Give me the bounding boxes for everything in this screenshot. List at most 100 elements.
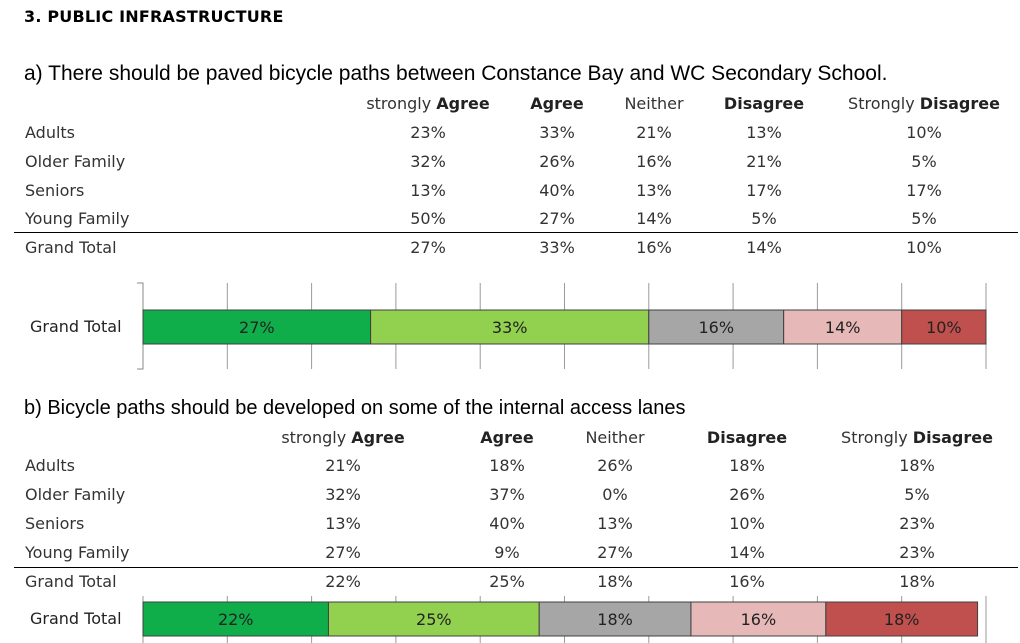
table-cell: 37%	[489, 485, 525, 504]
table-cell: 27%	[597, 543, 633, 562]
data-label: 16%	[698, 318, 734, 337]
data-label: 14%	[825, 318, 861, 337]
table-cell: 27%	[325, 543, 361, 562]
row-label: Grand Total	[25, 238, 117, 258]
table-cell: 13%	[325, 514, 361, 533]
bar-segment-disagree	[783, 309, 903, 345]
data-label: 18%	[597, 610, 633, 629]
stacked-bar-chart: 22% 25% 18% 16% 18%	[142, 596, 987, 643]
table-header: strongly Agree Agree Neither Disagree Strong…	[0, 428, 1020, 450]
table-row: Young Family 50% 27% 14% 5% 5%	[0, 209, 1020, 237]
table-cell: 27%	[539, 209, 575, 229]
column-header-bold: Disagree	[706, 428, 788, 447]
column-header-bold: Agree	[436, 94, 490, 113]
column-header: Strongly Disagree	[841, 428, 993, 447]
table-cell: 18%	[597, 572, 633, 591]
table-cell: 0%	[602, 485, 628, 504]
chart-category-label: Grand Total	[30, 609, 122, 628]
table-cell: 16%	[729, 572, 765, 591]
bar-segment-strongly-disagree	[901, 309, 987, 345]
table-cell: 9%	[494, 543, 520, 562]
row-label: Older Family	[25, 485, 126, 504]
table-row: Seniors 13% 40% 13% 17% 17%	[0, 181, 1020, 209]
table-cell: 13%	[746, 123, 782, 142]
column-header-prefix: Strongly	[841, 428, 913, 447]
column-header-bold: Agree	[351, 428, 405, 447]
stacked-bar-chart: 27% 33% 16% 14% 10%	[137, 282, 987, 370]
table-cell: 10%	[906, 238, 942, 258]
bar-segment-strongly-agree	[142, 309, 372, 345]
bar-segment-agree	[327, 601, 540, 637]
data-label: 33%	[492, 318, 528, 337]
table-cell: 22%	[325, 572, 361, 591]
table-cell: 17%	[746, 180, 782, 200]
table-cell: 33%	[539, 238, 575, 258]
table-cell: 50%	[410, 209, 446, 229]
row-label: Seniors	[25, 180, 85, 200]
data-label: 22%	[218, 610, 254, 629]
column-header-bold: Agree	[530, 94, 584, 113]
column-header-prefix: Neither	[624, 94, 684, 113]
data-label: 10%	[926, 318, 962, 337]
table-cell: 23%	[899, 514, 935, 533]
table-cell: 40%	[539, 180, 575, 200]
bar-segment-strongly-agree	[142, 601, 329, 637]
column-header: Agree	[480, 428, 533, 447]
row-label: Adults	[25, 123, 76, 142]
total-row: Grand Total 22% 25% 18% 16% 18%	[0, 572, 1020, 600]
table-cell: 13%	[597, 514, 633, 533]
row-label: Grand Total	[25, 572, 117, 591]
row-label: Older Family	[25, 151, 126, 171]
table-row: Older Family 32% 26% 16% 21% 5%	[0, 152, 1020, 180]
table-row: Young Family 27% 9% 27% 14% 23%	[0, 543, 1020, 571]
row-label: Young Family	[25, 209, 130, 229]
question-b-title: b) Bicycle paths should be developed on …	[24, 397, 686, 419]
table-cell: 18%	[899, 456, 935, 475]
column-header-bold: Disagree	[912, 428, 993, 447]
table-cell: 32%	[410, 151, 446, 171]
column-header-bold: Disagree	[723, 94, 805, 113]
data-label: 25%	[416, 610, 452, 629]
column-header: strongly Agree	[281, 428, 404, 447]
table-cell: 33%	[539, 123, 575, 142]
table-cell: 13%	[410, 180, 446, 200]
question-b-chart: Grand Total 22% 25% 18% 16% 18%	[0, 596, 1020, 643]
table-cell: 5%	[911, 151, 937, 171]
table-cell: 5%	[904, 485, 930, 504]
table-cell: 21%	[636, 123, 672, 142]
row-label: Adults	[25, 456, 76, 475]
table-cell: 18%	[899, 572, 935, 591]
bar-segment-neither	[538, 601, 692, 637]
chart-category-label: Grand Total	[30, 317, 122, 336]
table-cell: 5%	[911, 209, 937, 229]
data-label: 27%	[239, 318, 275, 337]
column-header: strongly Agree	[366, 94, 489, 113]
table-cell: 18%	[729, 456, 765, 475]
total-divider	[14, 567, 1018, 568]
table-row: Seniors 13% 40% 13% 10% 23%	[0, 514, 1020, 542]
column-header: Strongly Disagree	[848, 94, 1000, 113]
row-label: Seniors	[25, 514, 85, 533]
column-header: Agree	[530, 94, 583, 113]
table-cell: 26%	[539, 151, 575, 171]
table-cell: 17%	[906, 180, 942, 200]
column-header: Neither	[585, 428, 644, 447]
column-header-prefix: Neither	[585, 428, 645, 447]
table-cell: 18%	[489, 456, 525, 475]
table-cell: 23%	[899, 543, 935, 562]
column-header-prefix: Strongly	[848, 94, 920, 113]
total-row: Grand Total 27% 33% 16% 14% 10%	[0, 238, 1020, 266]
table-cell: 16%	[636, 238, 672, 258]
data-label: 18%	[884, 610, 920, 629]
table-cell: 21%	[325, 456, 361, 475]
bar-segment-strongly-disagree	[825, 601, 979, 637]
table-cell: 14%	[729, 543, 765, 562]
column-header-prefix: strongly	[281, 428, 352, 447]
data-label: 16%	[741, 610, 777, 629]
table-cell: 23%	[410, 123, 446, 142]
table-cell: 5%	[751, 209, 777, 229]
table-cell: 26%	[597, 456, 633, 475]
table-cell: 10%	[906, 123, 942, 142]
total-divider	[14, 232, 1018, 234]
table-cell: 26%	[729, 485, 765, 504]
